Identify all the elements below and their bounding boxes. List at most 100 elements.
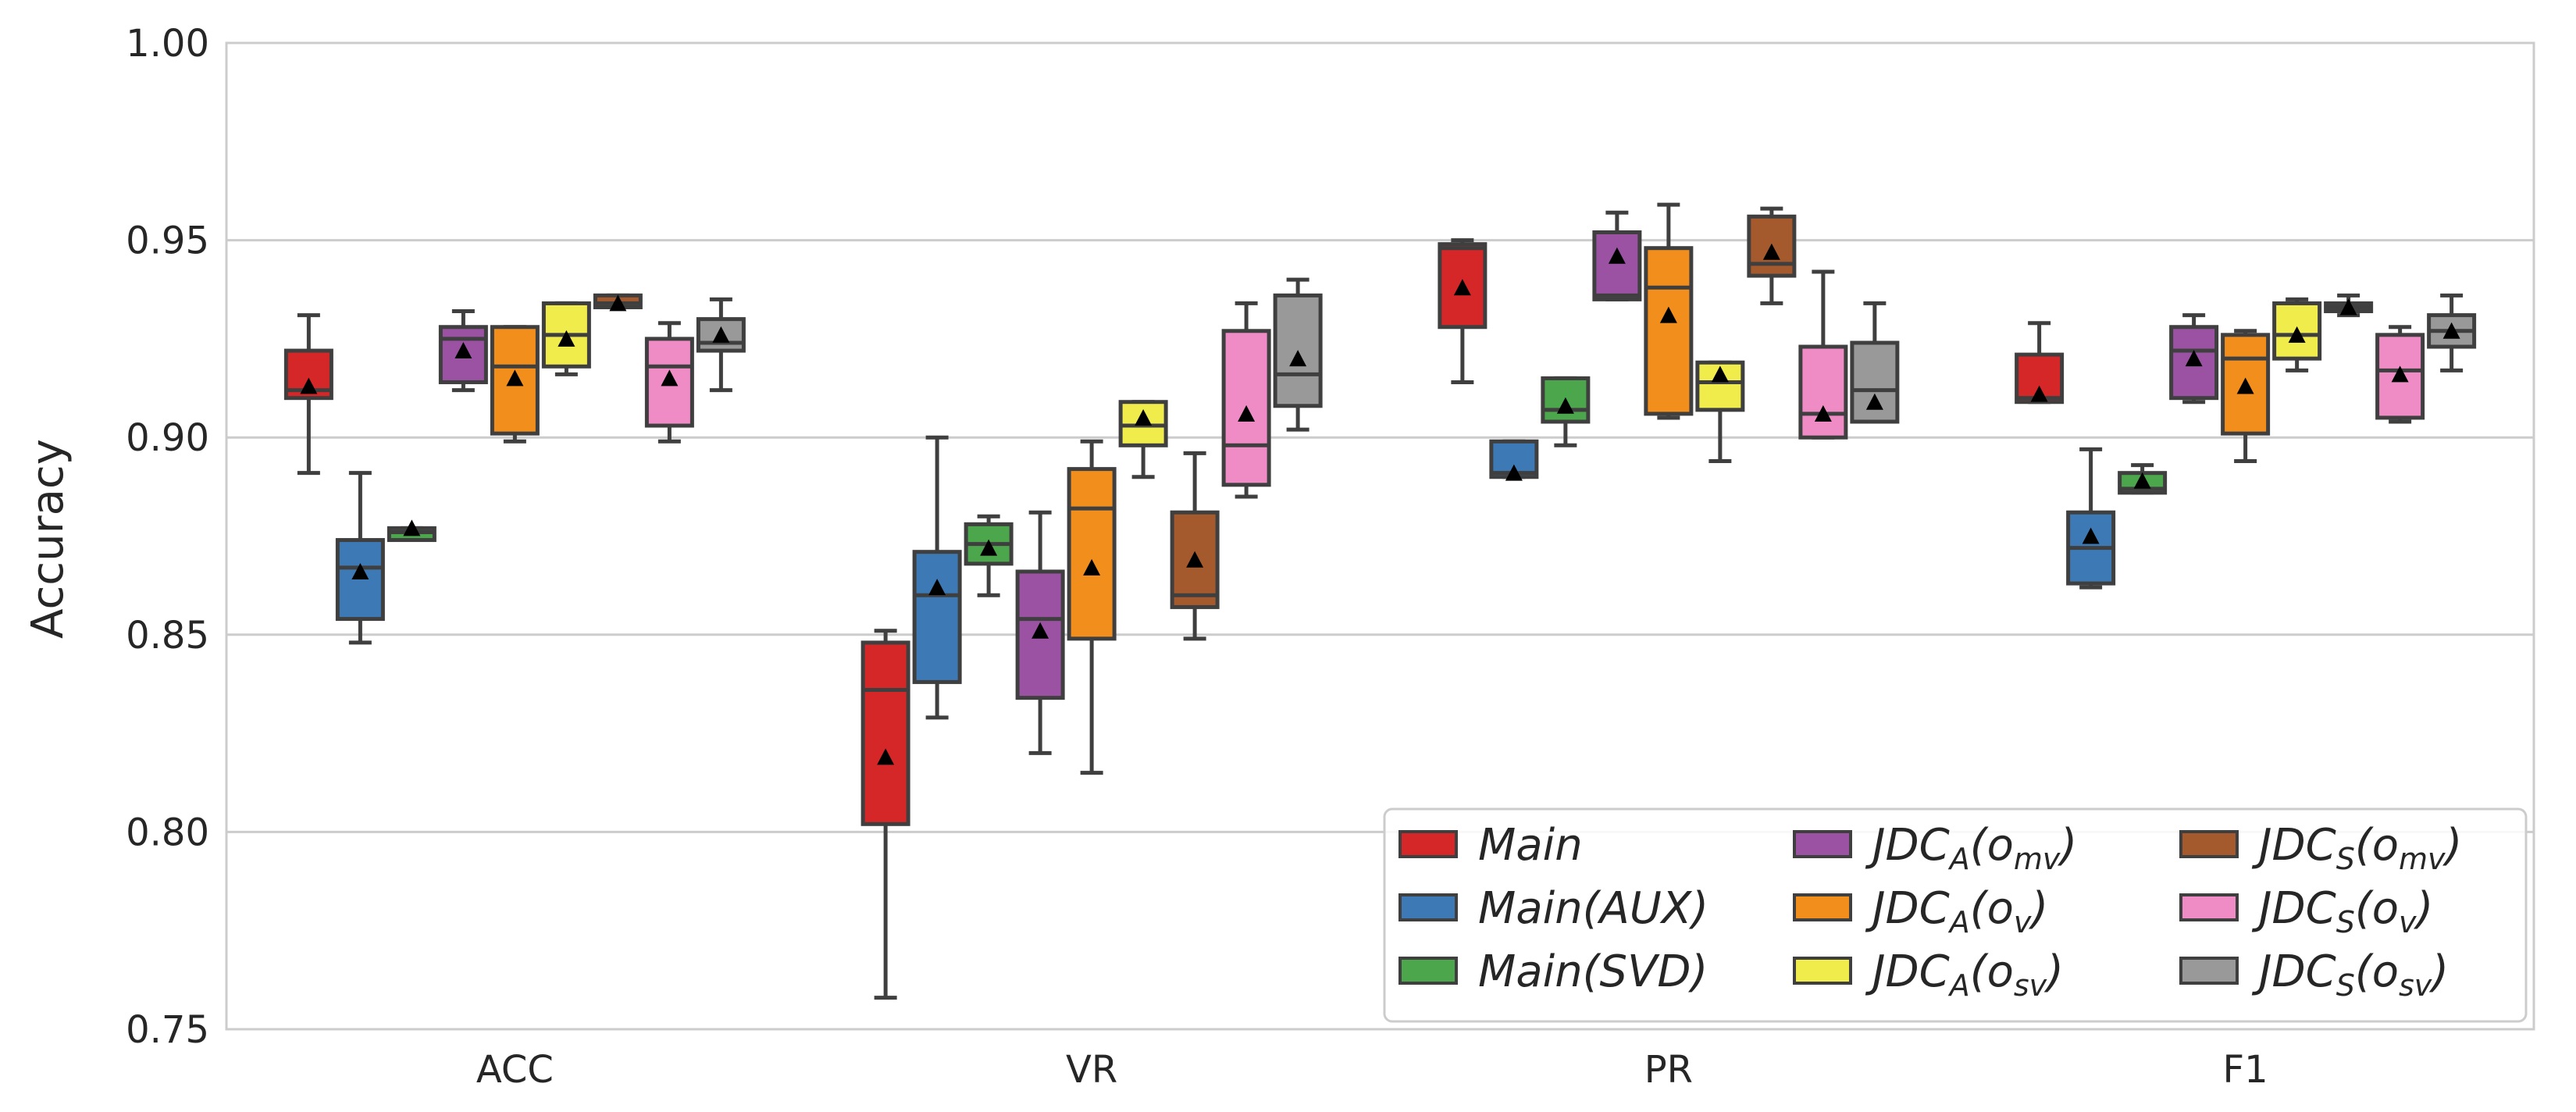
mean-marker [1238,405,1256,422]
box-JDC_S(o_v)-F1 [2375,325,2425,424]
box-JDC_S(o_v)-ACC [644,321,694,444]
mean-marker [2185,350,2203,367]
x-tick-label: PR [1644,1048,1693,1092]
box-Main(SVD)-F1 [2118,463,2168,495]
mean-marker [1865,393,1883,410]
box-JDC_A(o_v)-ACC [490,325,540,444]
y-axis-title: Accuracy [23,439,73,639]
mean-marker [1135,408,1153,426]
legend-label-main: JDC [2251,946,2336,997]
legend-label: JDCS(osv) [2251,946,2449,1003]
legend-label: JDCA(osv) [1865,946,2064,1003]
legend-label-argsub: sv [2014,968,2047,1003]
mean-marker [558,330,575,347]
legend-label-main: JDC [2251,820,2336,871]
mean-marker [1083,558,1101,576]
box-JDC_A(o_sv)-VR [1118,400,1168,479]
legend-label-text: Main(SVD) [1478,946,1708,997]
legend-label-text: Main(AUX) [1478,883,1708,934]
mean-marker [2030,385,2048,402]
mean-marker [661,369,679,387]
box-Main(AUX)-VR [912,435,962,720]
legend-paren-close: ) [2043,946,2064,997]
mean-marker [2236,377,2254,394]
legend-label-argsub: sv [2399,968,2432,1003]
legend-paren-open: ( [2355,820,2374,871]
box-JDC_A(o_v)-F1 [2221,329,2271,464]
box-JDC_S(o_sv)-VR [1273,277,1323,432]
x-tick-label: F1 [2223,1048,2268,1092]
box-Main-PR [1438,238,1488,384]
legend-swatch [1793,957,1852,985]
mean-marker [506,369,524,387]
legend-paren-close: ) [2028,883,2048,934]
legend-label-sub: A [1947,842,1970,876]
box-JDC_S(o_mv)-ACC [593,293,643,312]
legend-label-arg: o [1987,883,2014,934]
mean-marker [403,519,421,536]
y-tick-label: 0.85 [126,614,209,658]
box-JDC_S(o_mv)-F1 [2324,293,2374,318]
plot-frame [225,41,2535,1031]
box-Main-ACC [283,313,333,476]
box-Main(SVD)-ACC [387,519,436,543]
box-Main(AUX)-ACC [335,471,385,645]
mean-marker [1762,243,1780,260]
legend-paren-open: ( [1970,820,1989,871]
legend-label-main: JDC [1865,883,1950,934]
mean-marker [2391,365,2409,383]
x-tick-label: ACC [476,1048,554,1092]
mean-marker [1659,306,1677,323]
box-JDC_S(o_mv)-VR [1170,451,1220,641]
legend-label-arg: o [1987,946,2014,997]
legend-label-arg: o [2372,820,2399,871]
legend-label-argsub: mv [2014,842,2061,876]
mean-marker [2339,298,2357,315]
legend-label: JDCS(ov) [2251,883,2433,939]
y-tick-label: 1.00 [126,22,209,66]
legend: MainMain(AUX)Main(SVD)JDCA(omv)JDCA(ov)J… [1383,807,2528,1023]
box-body [1592,230,1642,301]
mean-marker [2082,527,2100,544]
mean-marker [2442,322,2460,339]
legend-swatch [2179,893,2239,921]
legend-label-text: Main [1478,820,1583,871]
legend-label-main: JDC [1865,946,1950,997]
legend-label: JDCS(omv) [2251,820,2462,876]
legend-label-sub: S [2336,842,2355,876]
legend-label-arg: o [2372,946,2399,997]
box-JDC_S(o_v)-VR [1221,301,1271,499]
legend-swatch [1793,893,1852,921]
mean-marker [712,326,730,343]
mean-marker [351,562,369,579]
box-JDC_S(o_v)-PR [1798,269,1848,440]
mean-marker [1814,405,1832,422]
box-body [1644,246,1694,416]
mean-marker [300,377,318,394]
box-JDC_A(o_v)-VR [1067,439,1117,775]
x-tick-label: VR [1066,1048,1117,1092]
legend-label-sub: A [1947,968,1970,1003]
mean-marker [609,294,627,312]
box-body [1067,467,1117,641]
legend-paren-open: ( [2355,946,2374,997]
box-Main(AUX)-F1 [2066,447,2116,590]
mean-marker [1608,247,1626,264]
box-JDC_A(o_mv)-ACC [438,309,488,393]
mean-marker [1556,397,1574,414]
legend-label-argsub: v [2399,905,2417,939]
box-JDC_S(o_sv)-ACC [696,297,746,393]
legend-label-sub: A [1947,905,1970,939]
mean-marker [2133,472,2151,489]
y-tick-label: 0.80 [126,811,209,854]
legend-swatch [1793,830,1852,858]
legend-label-main: JDC [2251,883,2336,934]
box-Main(SVD)-PR [1541,376,1591,447]
legend-label-sub: S [2336,968,2355,1003]
legend-label-sub: S [2336,905,2355,939]
legend-label-argsub: mv [2399,842,2446,876]
y-tick-label: 0.90 [126,416,209,460]
legend-swatch [1398,957,1458,985]
legend-label-argsub: v [2014,905,2032,939]
box-JDC_A(o_sv)-ACC [541,301,591,376]
